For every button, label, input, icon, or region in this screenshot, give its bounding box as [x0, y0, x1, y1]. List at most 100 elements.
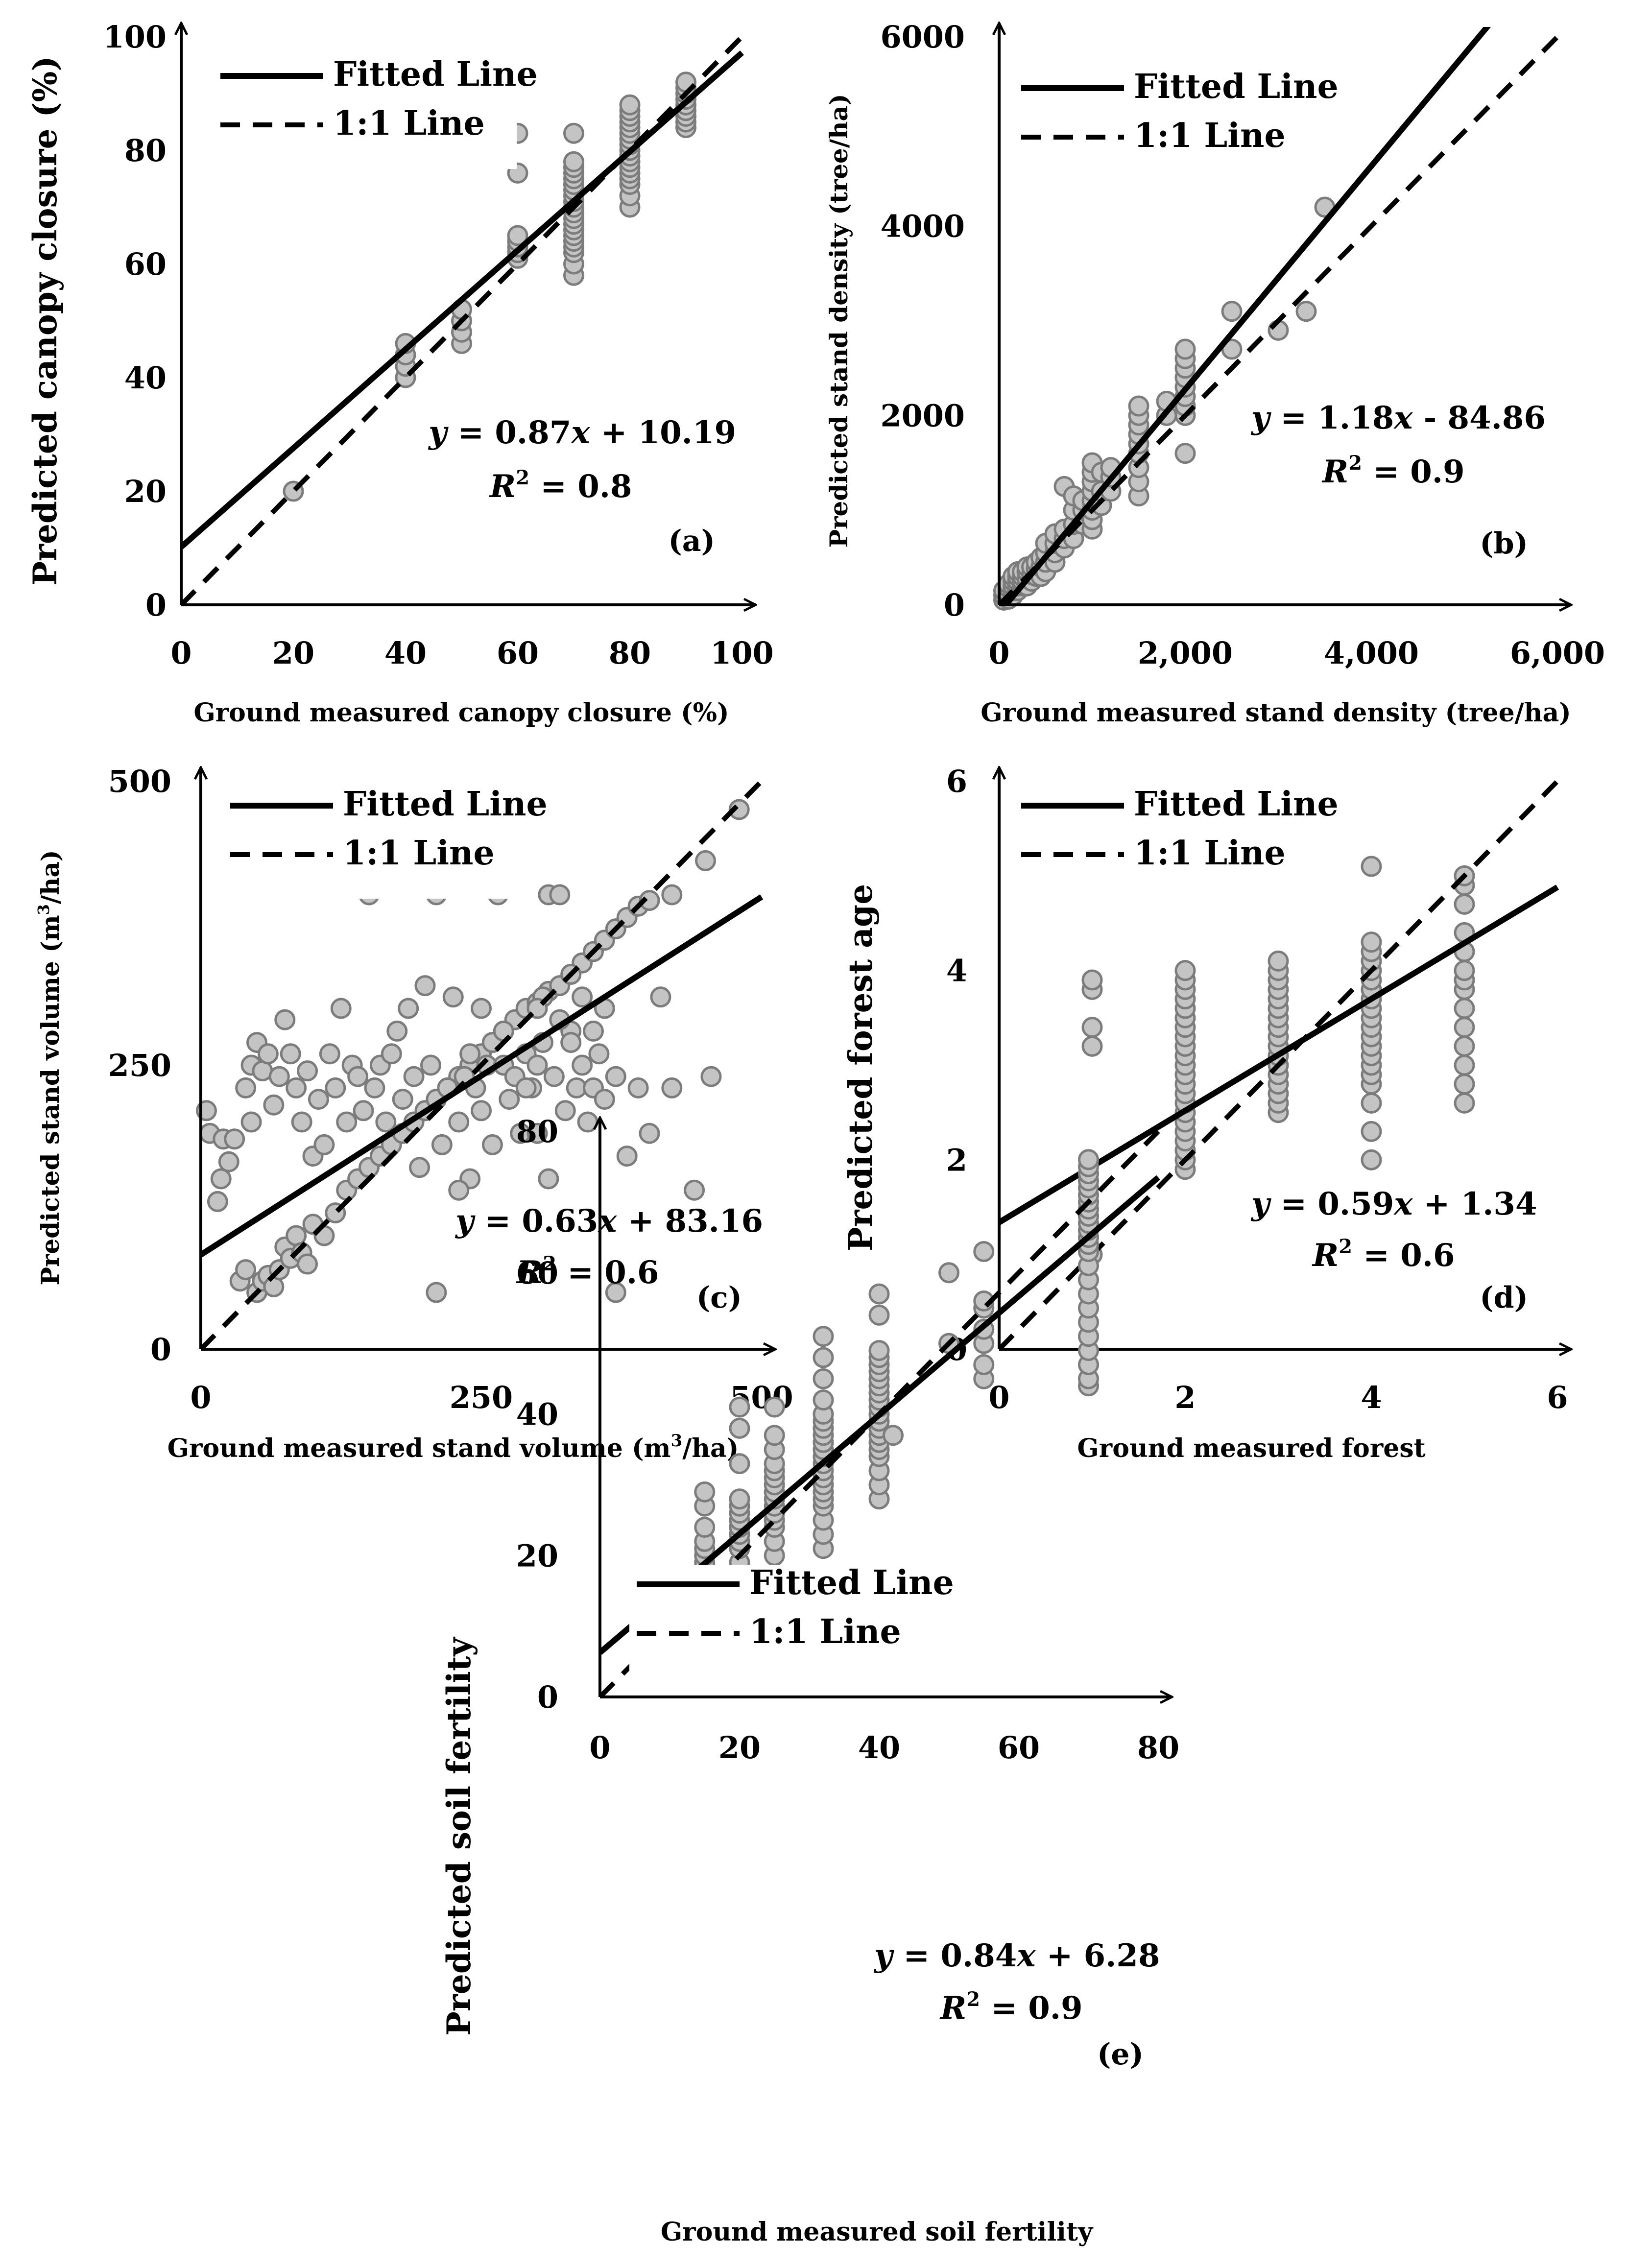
- data-point: [210, 1168, 232, 1190]
- data-point: [224, 1128, 245, 1150]
- data-point: [650, 986, 671, 1008]
- data-point: [426, 1282, 447, 1303]
- r-squared: R2 = 0.9: [939, 1988, 1083, 2027]
- y-tick-label: 60: [516, 1255, 558, 1291]
- data-point: [639, 1122, 660, 1144]
- data-point: [1081, 1017, 1103, 1038]
- chart-panel-b: 0 2,000 4,000 6,000 0 2000 4000 6000 Ground meas…: [824, 19, 1605, 728]
- legend-one-to-one-label: 1:1 Line: [1134, 834, 1286, 873]
- legend-one-to-one-label: 1:1 Line: [1134, 116, 1286, 155]
- data-point: [235, 1077, 257, 1098]
- data-point: [572, 986, 593, 1008]
- data-point: [729, 1417, 750, 1439]
- data-point: [1454, 1017, 1475, 1038]
- x-tick-label: 100: [710, 635, 773, 671]
- legend-one-to-one-label: 1:1 Line: [343, 834, 495, 873]
- y-axis-label: Predicted stand density (tree/ha): [824, 94, 853, 548]
- chart-panel-a: 0 20 40 60 80 100 0 20 40 60 80 100 Ground measured …: [26, 19, 774, 728]
- data-point: [973, 1241, 995, 1262]
- data-point: [1454, 1092, 1475, 1114]
- data-point: [286, 1225, 307, 1246]
- data-point: [619, 94, 641, 116]
- x-axis-label: Ground measured soil fertility: [661, 2217, 1094, 2247]
- data-point: [560, 1032, 582, 1053]
- data-point: [319, 1043, 340, 1065]
- y-axis-label: Predicted soil fertility: [440, 1637, 478, 2036]
- fitted-line: [1002, 27, 1491, 605]
- legend: Fitted Line 1:1 Line: [1014, 67, 1339, 181]
- legend-fitted-label: Fitted Line: [749, 1563, 954, 1602]
- data-point: [563, 122, 584, 144]
- data-point: [563, 151, 584, 172]
- data-point: [764, 1396, 785, 1418]
- x-tick-label: 40: [858, 1730, 900, 1766]
- legend-fitted-label: Fitted Line: [1134, 67, 1339, 106]
- data-point: [728, 799, 750, 820]
- legend: Fitted Line 1:1 Line: [213, 55, 538, 169]
- y-tick-label: 2000: [880, 398, 965, 433]
- data-point: [353, 1100, 374, 1122]
- x-tick-label: 20: [272, 635, 314, 671]
- regression-equation: y = 0.84x + 6.28: [873, 1937, 1160, 1974]
- x-tick-label: 20: [718, 1730, 761, 1766]
- regression-equation: y = 0.87x + 10.19: [428, 414, 736, 451]
- data-point: [263, 1094, 285, 1116]
- x-tick-label: 0: [589, 1730, 610, 1766]
- y-tick-label: 4000: [880, 209, 965, 244]
- legend: Fitted Line 1:1 Line: [1014, 785, 1339, 899]
- panel-label: (d): [1480, 1281, 1528, 1315]
- data-point: [813, 1347, 834, 1368]
- data-point: [471, 1100, 492, 1122]
- x-tick-label: 0: [988, 635, 1009, 671]
- y-tick-label: 250: [108, 1048, 171, 1083]
- data-point: [268, 1066, 290, 1087]
- y-tick-label: 2: [946, 1142, 967, 1178]
- data-point: [813, 1326, 834, 1347]
- data-point: [257, 1043, 279, 1065]
- fitted-line: [181, 50, 744, 549]
- y-tick-label: 0: [537, 1679, 558, 1715]
- data-point: [813, 1368, 834, 1389]
- data-point: [1174, 960, 1196, 981]
- data-point: [1454, 1054, 1475, 1076]
- data-point: [868, 1304, 890, 1326]
- data-point: [700, 1066, 722, 1087]
- data-point: [868, 1283, 890, 1305]
- data-point: [1361, 1092, 1382, 1114]
- data-point: [616, 1146, 638, 1167]
- data-point: [868, 1340, 890, 1361]
- y-tick-label: 40: [516, 1397, 558, 1432]
- x-axis-label: Ground measured stand density (tree/ha): [981, 698, 1571, 728]
- y-tick-label: 80: [516, 1114, 558, 1149]
- x-tick-label: 4: [1361, 1380, 1382, 1415]
- y-tick-label: 4: [946, 953, 967, 989]
- x-tick-label: 250: [450, 1380, 513, 1415]
- data-point: [538, 1168, 559, 1190]
- data-point: [1361, 1149, 1382, 1170]
- data-point: [448, 1179, 470, 1201]
- r-squared: R2 = 0.8: [489, 466, 632, 505]
- data-point: [207, 1191, 228, 1212]
- x-axis-label: Ground measured forest: [1077, 1433, 1425, 1463]
- y-tick-label: 20: [124, 474, 167, 509]
- y-tick-label: 80: [124, 133, 167, 168]
- data-point: [1128, 395, 1149, 417]
- data-point: [274, 1009, 296, 1030]
- r-squared: R2 = 0.6: [516, 1252, 659, 1291]
- panel-label: (e): [1097, 2037, 1144, 2072]
- data-point: [364, 1077, 385, 1098]
- data-point: [549, 884, 571, 906]
- data-point: [431, 1134, 453, 1155]
- data-point: [764, 1425, 785, 1446]
- data-point: [639, 890, 660, 911]
- data-point: [594, 1089, 615, 1110]
- data-point: [263, 1276, 285, 1297]
- r-squared: R2 = 0.9: [1321, 452, 1465, 490]
- data-point: [386, 1020, 408, 1042]
- data-point: [661, 1077, 683, 1098]
- y-tick-label: 20: [516, 1538, 558, 1574]
- data-point: [526, 1054, 548, 1076]
- panel-label: (a): [668, 524, 715, 558]
